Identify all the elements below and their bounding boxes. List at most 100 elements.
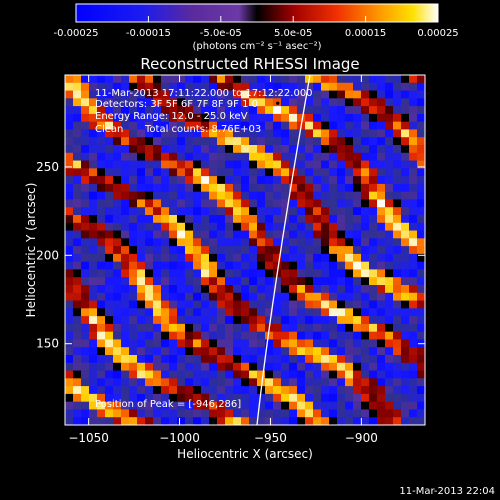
heatmap-cell	[81, 113, 90, 123]
heatmap-cell	[81, 409, 90, 418]
heatmap-cell	[153, 129, 162, 138]
heatmap-cell	[89, 347, 98, 356]
heatmap-cell	[345, 401, 354, 410]
heatmap-cell	[217, 386, 226, 395]
heatmap-cell	[401, 129, 410, 138]
heatmap-cell	[121, 393, 130, 403]
heatmap-cell	[369, 277, 378, 286]
heatmap-cell	[313, 207, 322, 216]
heatmap-cell	[305, 129, 314, 138]
heatmap-cell	[113, 160, 122, 169]
heatmap-cell	[337, 191, 346, 200]
heatmap-cell	[137, 168, 146, 177]
heatmap-cell	[97, 246, 106, 255]
heatmap-cell	[345, 378, 354, 387]
heatmap-cell	[377, 292, 386, 301]
heatmap-cell	[417, 222, 425, 231]
heatmap-cell	[65, 378, 74, 387]
heatmap-cell	[105, 137, 114, 146]
heatmap-cell	[329, 409, 338, 418]
heatmap-cell	[233, 137, 242, 146]
heatmap-cell	[257, 168, 266, 177]
heatmap-cell	[241, 300, 250, 309]
heatmap-cell	[321, 215, 330, 224]
heatmap-cell	[377, 347, 386, 356]
heatmap-cell	[393, 191, 402, 200]
heatmap-cell	[257, 370, 266, 379]
heatmap-cell	[417, 347, 425, 356]
heatmap-cell	[209, 300, 218, 309]
heatmap-cell	[281, 323, 290, 333]
heatmap-cell	[409, 253, 418, 263]
heatmap-cell	[233, 269, 242, 278]
heatmap-cell	[289, 253, 298, 263]
heatmap-cell	[161, 82, 170, 91]
heatmap-cell	[73, 253, 82, 263]
heatmap-cell	[257, 207, 266, 216]
heatmap-cell	[73, 370, 82, 379]
heatmap-cell	[417, 355, 425, 364]
heatmap-cell	[225, 75, 234, 84]
heatmap-cell	[193, 401, 202, 410]
heatmap-cell	[281, 98, 290, 107]
heatmap-cell	[305, 253, 314, 263]
heatmap-cell	[401, 386, 410, 395]
heatmap-cell	[345, 386, 354, 395]
heatmap-cell	[401, 215, 410, 224]
heatmap-cell	[289, 323, 298, 333]
heatmap-cell	[193, 137, 202, 146]
heatmap-cell	[129, 168, 138, 177]
heatmap-cell	[81, 362, 90, 371]
heatmap-cell	[217, 238, 226, 247]
heatmap-cell	[233, 145, 242, 154]
heatmap-cell	[369, 191, 378, 200]
heatmap-cell	[401, 253, 410, 263]
heatmap-cell	[289, 230, 298, 239]
heatmap-cell	[193, 300, 202, 309]
heatmap-cell	[145, 277, 154, 286]
heatmap-cell	[329, 113, 338, 123]
heatmap-cell	[241, 82, 250, 91]
heatmap-cell	[273, 370, 282, 379]
heatmap-cell	[337, 121, 346, 130]
heatmap-cell	[105, 362, 114, 371]
heatmap-cell	[177, 121, 186, 130]
heatmap-cell	[385, 331, 394, 340]
heatmap-cell	[201, 386, 210, 395]
heatmap-cell	[353, 285, 362, 294]
heatmap-cell	[105, 292, 114, 301]
heatmap-cell	[353, 82, 362, 91]
heatmap-cell	[121, 152, 130, 161]
heatmap-cell	[321, 378, 330, 387]
heatmap-cell	[241, 215, 250, 224]
heatmap-cell	[217, 339, 226, 348]
heatmap-cell	[401, 292, 410, 301]
heatmap-cell	[89, 292, 98, 301]
heatmap-cell	[281, 261, 290, 270]
heatmap-cell	[241, 331, 250, 340]
heatmap-cell	[185, 347, 194, 356]
heatmap-cell	[105, 121, 114, 130]
heatmap-cell	[385, 316, 394, 325]
heatmap-cell	[193, 393, 202, 403]
heatmap-cell	[241, 378, 250, 387]
heatmap-cell	[137, 191, 146, 200]
heatmap-cell	[369, 222, 378, 231]
heatmap-cell	[305, 269, 314, 278]
heatmap-cell	[105, 308, 114, 317]
heatmap-cell	[249, 98, 258, 107]
heatmap-cell	[265, 253, 274, 263]
heatmap-cell	[249, 386, 258, 395]
heatmap-cell	[353, 417, 362, 425]
heatmap-cell	[209, 308, 218, 317]
heatmap-cell	[97, 160, 106, 169]
heatmap-cell	[337, 277, 346, 286]
heatmap-cell	[417, 137, 425, 146]
heatmap-cell	[273, 292, 282, 301]
heatmap-cell	[97, 199, 106, 208]
heatmap-cell	[233, 347, 242, 356]
heatmap-cell	[369, 370, 378, 379]
heatmap-cell	[153, 409, 162, 418]
heatmap-cell	[153, 331, 162, 340]
heatmap-cell	[225, 269, 234, 278]
